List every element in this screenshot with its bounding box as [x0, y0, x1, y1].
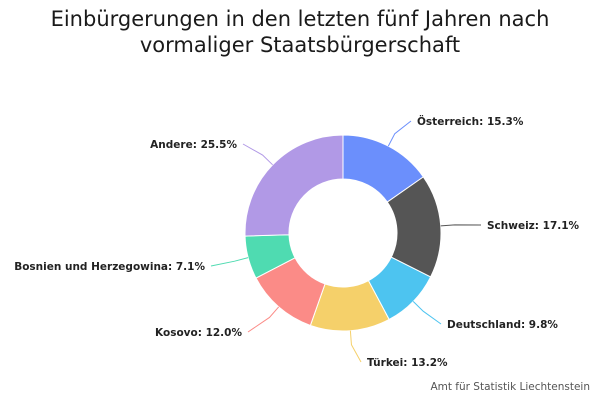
connector-osterreich — [387, 120, 412, 147]
connector-schweiz — [440, 224, 482, 227]
source-credit: Amt für Statistik Liechtenstein — [430, 381, 590, 393]
connector-andere — [242, 143, 273, 166]
label-kosovo: Kosovo: 12.0% — [155, 327, 242, 339]
chart-title-line-1: Einbürgerungen in den letzten fünf Jahre… — [50, 7, 550, 31]
connector-turkei — [349, 330, 362, 363]
chart-title: Einbürgerungen in den letzten fünf Jahre… — [0, 6, 600, 58]
label-schweiz: Schweiz: 17.1% — [487, 220, 580, 232]
chart-title-line-2: vormaliger Staatsbürgerschaft — [139, 33, 461, 57]
connector-kosovo — [247, 306, 280, 333]
label-bosnien-und-herzegowina: Bosnien und Herzegowina: 7.1% — [14, 261, 205, 273]
label-turkei: Türkei: 13.2% — [367, 357, 448, 369]
slice-andere[interactable] — [244, 134, 344, 237]
label-deutschland: Deutschland: 9.8% — [447, 319, 558, 331]
label-osterreich: Österreich: 15.3% — [417, 114, 524, 128]
label-andere: Andere: 25.5% — [150, 139, 237, 151]
connector-bosnien-und-herzegowina — [210, 257, 249, 267]
connector-deutschland — [412, 301, 442, 325]
